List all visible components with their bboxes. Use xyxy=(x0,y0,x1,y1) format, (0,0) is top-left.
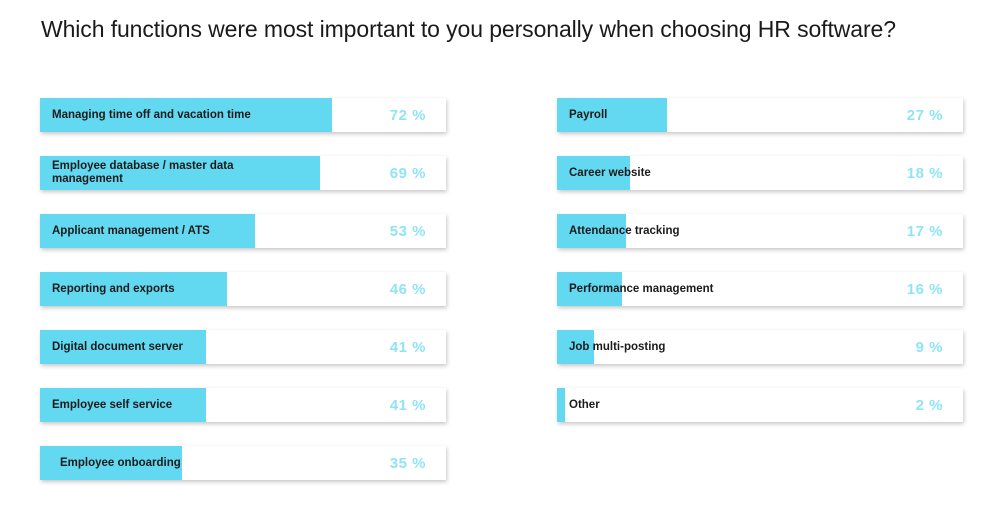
bar-row: Employee database / master data manageme… xyxy=(40,156,446,190)
bar-fill xyxy=(557,388,566,422)
bar-fill xyxy=(40,388,207,422)
bar-value-label: 16 % xyxy=(906,280,943,298)
bar-row: Employee onboarding 35 % xyxy=(40,446,446,480)
bar-fill xyxy=(40,330,207,364)
bar-row: Job multi-posting 9 % xyxy=(557,330,963,364)
bar-value-label: 69 % xyxy=(389,164,426,182)
bar-label: Managing time off and vacation time xyxy=(52,108,251,121)
bar-column-left: Managing time off and vacation time 72 % E… xyxy=(40,98,448,504)
bar-row: Attendance tracking 17 % xyxy=(557,214,963,248)
chart-title: Which functions were most important to y… xyxy=(41,16,896,42)
bar-label: Employee self service xyxy=(52,398,173,411)
bar-row: Digital document server 41 % xyxy=(40,330,446,364)
bar-value-label: 41 % xyxy=(389,338,426,356)
bar-label: Employee onboarding xyxy=(60,456,181,469)
bar-row: Payroll 27 % xyxy=(557,98,963,132)
bar-value-label: 46 % xyxy=(389,280,426,298)
bar-column-right: Payroll 27 % Career website 18 % Attendance … xyxy=(557,98,965,446)
bar-value-label: 41 % xyxy=(389,396,426,414)
bar-row: Employee self service 41 % xyxy=(40,388,446,422)
bar-label: Other xyxy=(569,398,600,411)
bar-row: Career website 18 % xyxy=(557,156,963,190)
bar-row: Performance management 16 % xyxy=(557,272,963,306)
bar-fill xyxy=(40,98,333,132)
bar-row: Reporting and exports 46 % xyxy=(40,272,446,306)
bar-label: Career website xyxy=(569,166,651,179)
bar-label: Applicant management / ATS xyxy=(52,224,210,237)
bar-label: Digital document server xyxy=(52,340,184,353)
bar-value-label: 27 % xyxy=(906,106,943,124)
bar-value-label: 72 % xyxy=(389,106,426,124)
bar-label: Job multi-posting xyxy=(569,340,666,353)
bar-label: Reporting and exports xyxy=(52,282,175,295)
bar-row: Other 2 % xyxy=(557,388,963,422)
bar-fill xyxy=(557,156,631,190)
bar-value-label: 53 % xyxy=(389,222,426,240)
bar-fill xyxy=(557,330,594,364)
bar-fill xyxy=(40,214,256,248)
bar-value-label: 2 % xyxy=(915,396,943,414)
bar-fill xyxy=(40,156,321,190)
bar-fill xyxy=(557,214,627,248)
bar-label: Payroll xyxy=(569,108,608,121)
bar-fill xyxy=(557,98,667,132)
bar-fill xyxy=(557,272,622,306)
bar-value-label: 17 % xyxy=(906,222,943,240)
bar-fill xyxy=(40,446,183,480)
bar-label: Attendance tracking xyxy=(569,224,680,237)
bar-label: Employee database / master data manageme… xyxy=(52,160,234,185)
bar-fill xyxy=(40,272,227,306)
bar-value-label: 35 % xyxy=(389,454,426,472)
bar-row: Managing time off and vacation time 72 % xyxy=(40,98,446,132)
bar-value-label: 9 % xyxy=(915,338,943,356)
bar-value-label: 18 % xyxy=(906,164,943,182)
bar-row: Applicant management / ATS 53 % xyxy=(40,214,446,248)
bar-label: Performance management xyxy=(569,282,714,295)
